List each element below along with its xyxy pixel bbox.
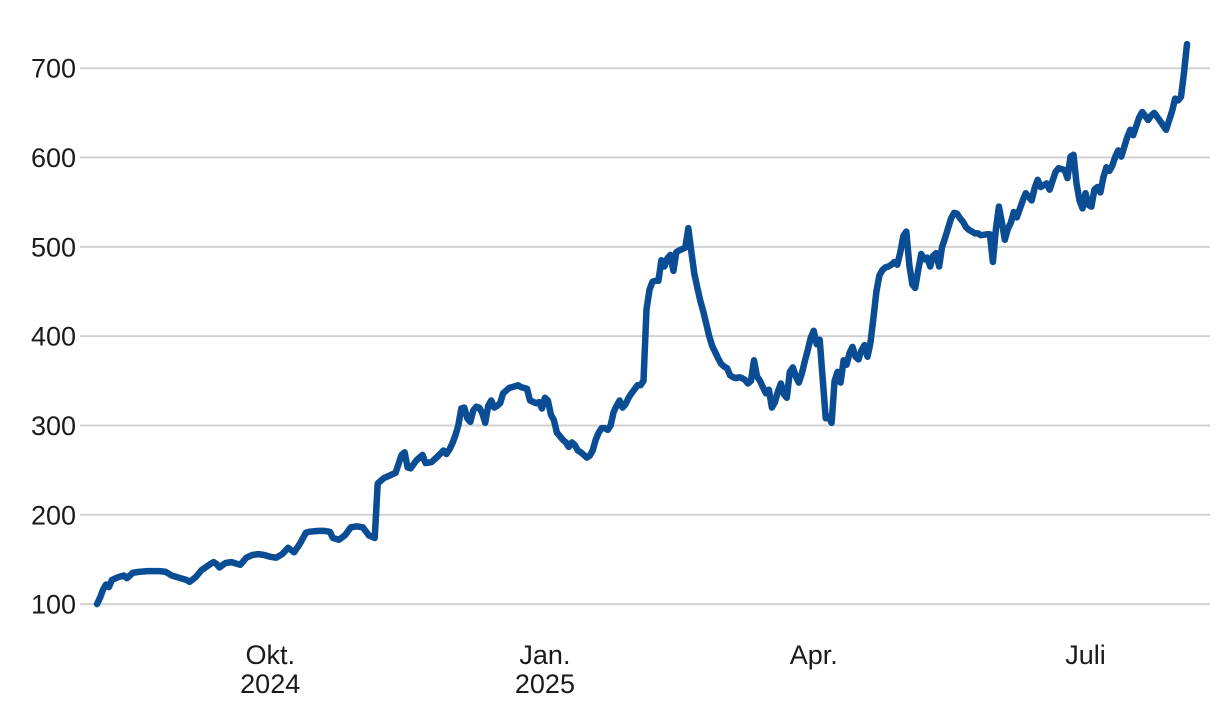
x-tick-label-Juli: Juli (1065, 640, 1106, 670)
x-axis-labels: Okt.2024 Jan.2025 Apr. Juli (240, 640, 1106, 699)
price-line-group (93, 40, 1191, 608)
y-axis-labels: 100 200 300 400 500 600 700 (31, 54, 76, 620)
y-tick-label-200: 200 (31, 500, 76, 530)
y-axis-gridlines (80, 67, 1210, 606)
x-tick-label-Okt: Okt. (245, 640, 295, 670)
y-tick-label-100: 100 (31, 590, 76, 620)
price-line (93, 40, 1191, 608)
y-tick-label-300: 300 (31, 411, 76, 441)
x-tick-label-year: 2024 (240, 669, 300, 699)
y-tick-label-500: 500 (31, 232, 76, 262)
y-tick-label-600: 600 (31, 143, 76, 173)
y-tick-label-700: 700 (31, 54, 76, 84)
x-tick-label-Jan: Jan. (519, 640, 570, 670)
x-tick-label-Apr: Apr. (790, 640, 838, 670)
y-tick-label-400: 400 (31, 322, 76, 352)
x-tick-label-year: 2025 (515, 669, 575, 699)
